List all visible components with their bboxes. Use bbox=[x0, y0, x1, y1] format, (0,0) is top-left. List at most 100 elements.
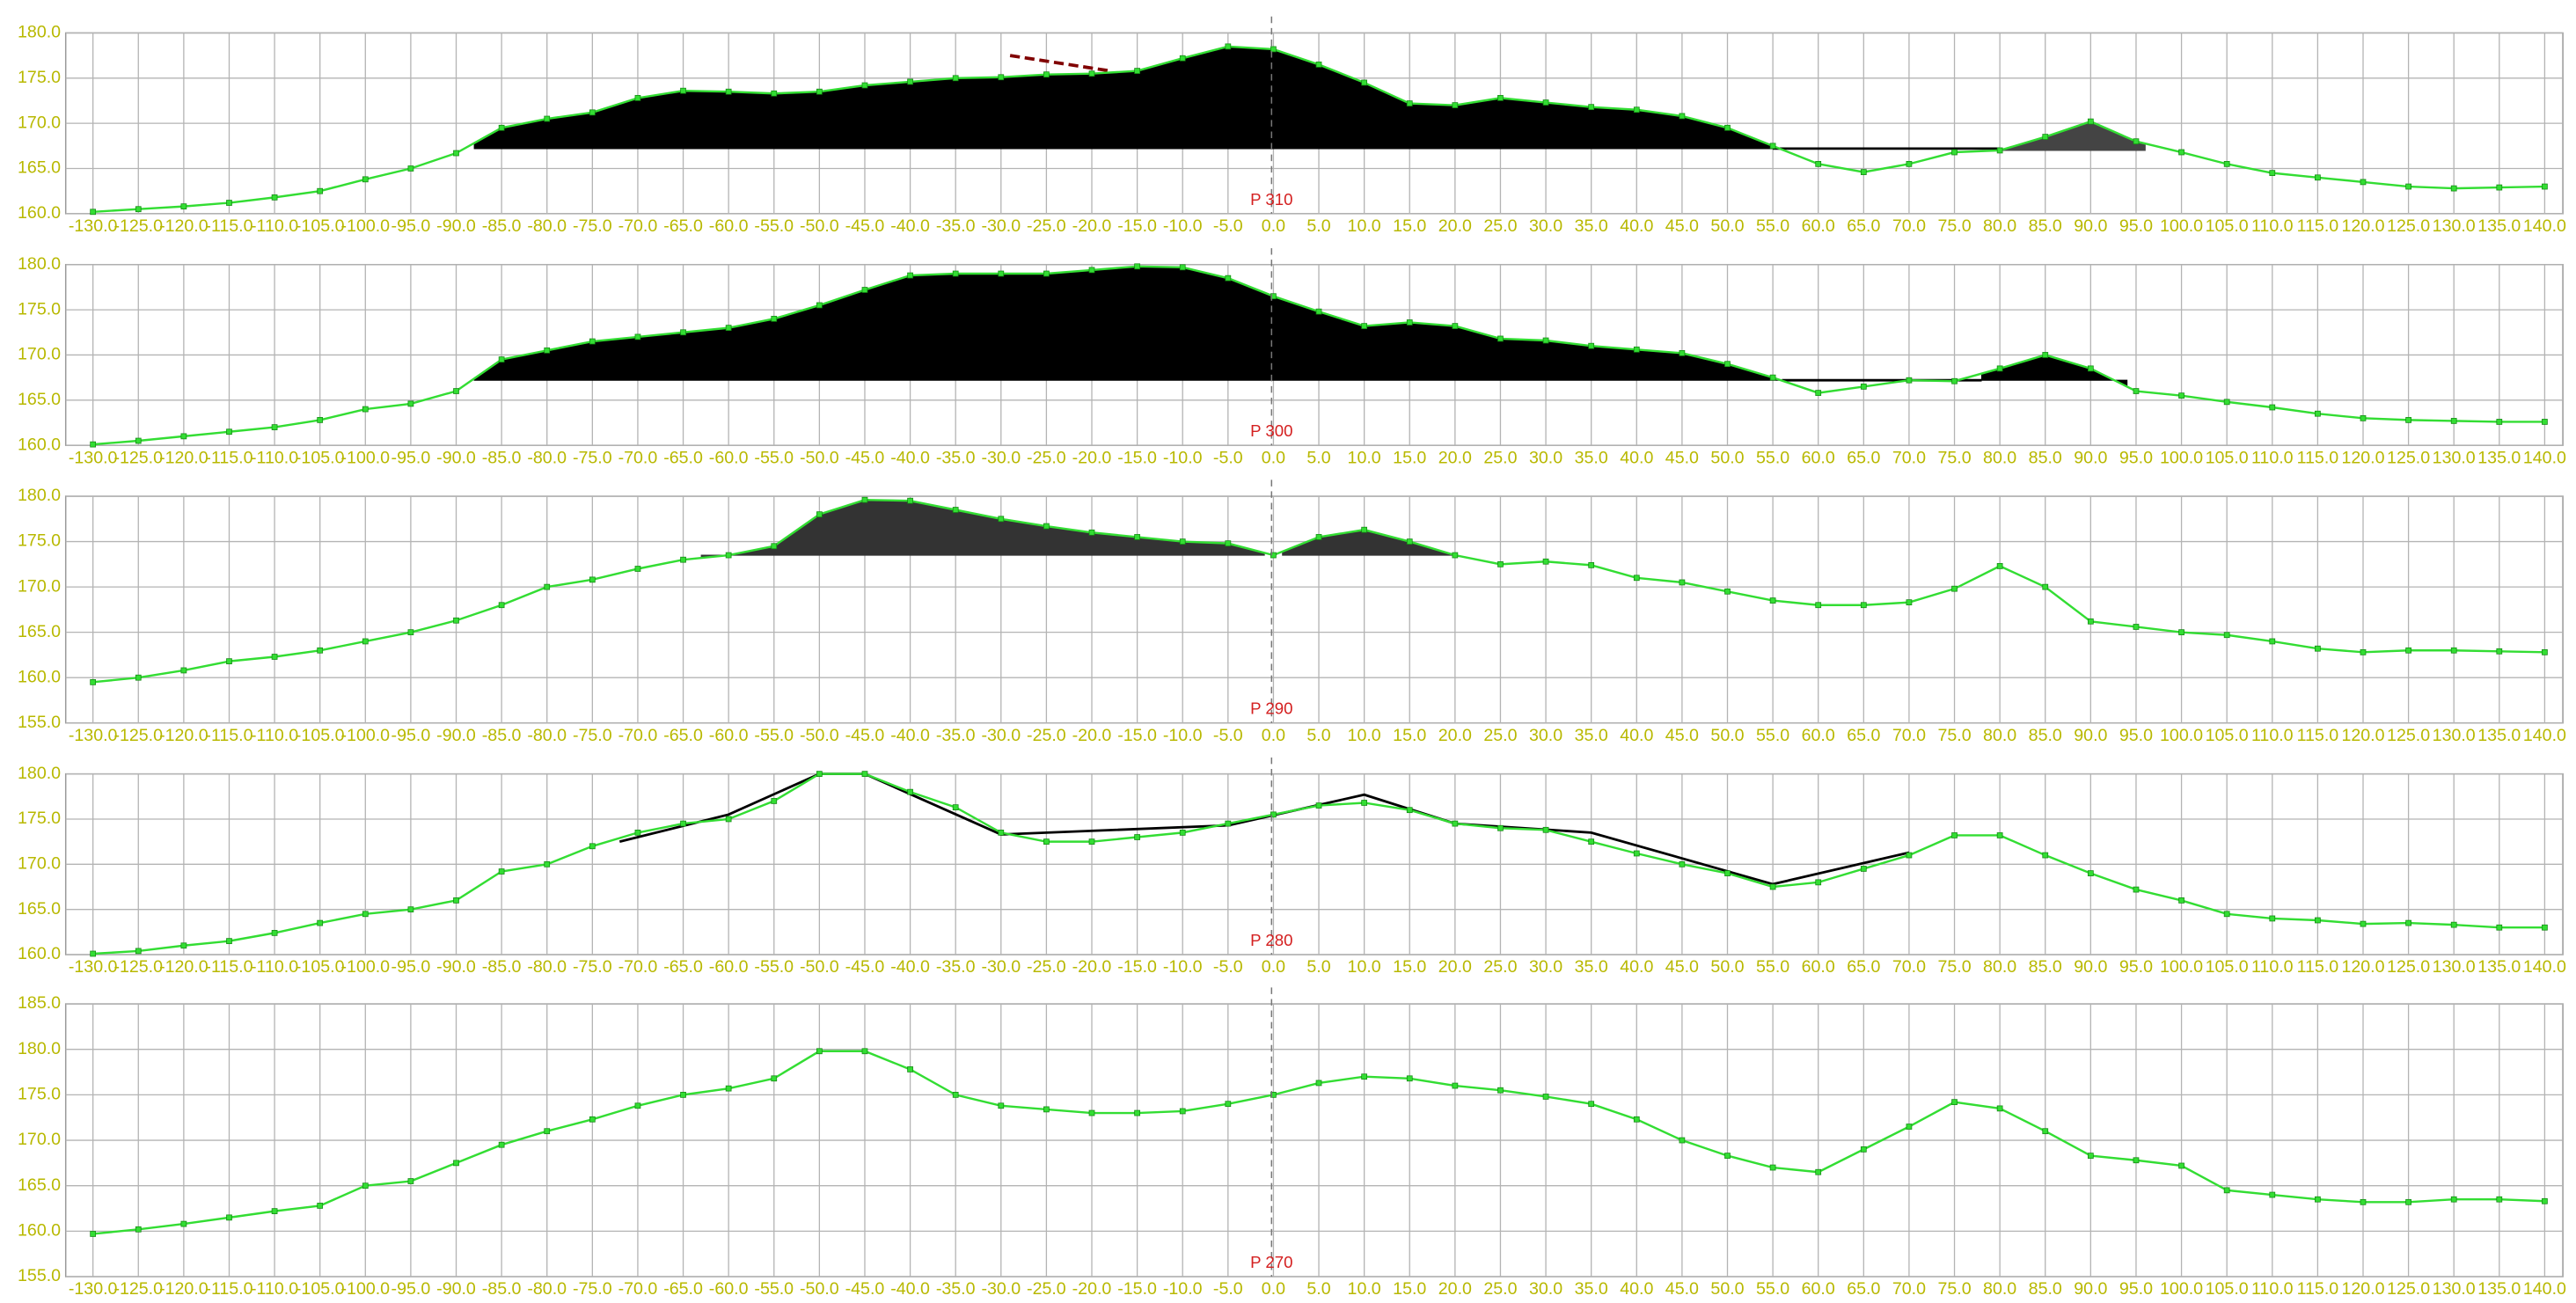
x-tick-label: -115.0 bbox=[205, 726, 252, 745]
x-tick-label: 105.0 bbox=[2206, 957, 2249, 977]
x-tick-label: 60.0 bbox=[1802, 216, 1835, 236]
ground-point bbox=[1633, 575, 1640, 582]
x-tick-label: -95.0 bbox=[392, 216, 431, 236]
x-tick-label: -50.0 bbox=[800, 726, 839, 745]
ground-point bbox=[453, 1160, 459, 1167]
ground-point bbox=[998, 1102, 1005, 1109]
ground-point bbox=[180, 1220, 187, 1227]
ground-point bbox=[1860, 866, 1867, 872]
ground-point bbox=[1815, 161, 1822, 167]
y-tick-label: 175.0 bbox=[18, 1085, 61, 1104]
ground-point bbox=[180, 433, 187, 440]
ground-point bbox=[680, 1092, 686, 1098]
x-tick-label: -55.0 bbox=[754, 726, 794, 745]
x-tick-label: -80.0 bbox=[527, 726, 567, 745]
x-tick-label: -45.0 bbox=[845, 957, 885, 977]
x-tick-label: 25.0 bbox=[1483, 448, 1517, 467]
x-tick-label: 20.0 bbox=[1438, 726, 1472, 745]
ground-point bbox=[1633, 850, 1640, 857]
ground-point bbox=[544, 860, 551, 867]
ground-point bbox=[1769, 883, 1776, 890]
x-tick-label: -115.0 bbox=[205, 1279, 252, 1299]
x-tick-label: 65.0 bbox=[1847, 1279, 1880, 1299]
x-tick-label: -105.0 bbox=[296, 448, 345, 467]
ground-point bbox=[1361, 79, 1368, 86]
ground-point bbox=[2223, 161, 2230, 167]
x-tick-label: -20.0 bbox=[1072, 216, 1112, 236]
x-tick-label: 90.0 bbox=[2074, 957, 2107, 977]
x-tick-label: -75.0 bbox=[573, 448, 612, 467]
ground-point bbox=[90, 441, 97, 448]
ground-point bbox=[2542, 1197, 2548, 1204]
ground-point bbox=[1588, 562, 1595, 568]
ground-point bbox=[1860, 1146, 1867, 1153]
ground-point bbox=[2178, 149, 2184, 156]
x-tick-label: 20.0 bbox=[1438, 1279, 1472, 1299]
x-tick-label: 45.0 bbox=[1665, 957, 1699, 977]
ground-point bbox=[1588, 104, 1595, 111]
ground-point bbox=[453, 150, 459, 157]
x-tick-label: -125.0 bbox=[113, 1279, 163, 1299]
ground-point bbox=[861, 771, 868, 777]
x-tick-label: -100.0 bbox=[341, 1279, 391, 1299]
ground-point bbox=[1588, 342, 1595, 349]
x-tick-label: 75.0 bbox=[1937, 957, 1971, 977]
ground-point bbox=[1951, 149, 1958, 156]
x-tick-label: -115.0 bbox=[205, 957, 252, 977]
x-tick-label: -100.0 bbox=[341, 726, 391, 745]
ground-point bbox=[135, 206, 142, 213]
x-tick-label: 85.0 bbox=[2029, 1279, 2062, 1299]
x-tick-label: 85.0 bbox=[2029, 448, 2062, 467]
x-tick-label: -30.0 bbox=[981, 726, 1021, 745]
x-tick-label: -35.0 bbox=[936, 1279, 976, 1299]
ground-point bbox=[907, 788, 913, 795]
x-tick-label: 65.0 bbox=[1847, 216, 1880, 236]
y-tick-label: 180.0 bbox=[18, 254, 61, 274]
x-tick-label: -80.0 bbox=[527, 448, 567, 467]
ground-point bbox=[1497, 335, 1504, 342]
ground-point bbox=[317, 647, 324, 654]
x-tick-label: 95.0 bbox=[2119, 448, 2153, 467]
ground-point bbox=[180, 203, 187, 209]
x-tick-label: 120.0 bbox=[2341, 726, 2384, 745]
ground-point bbox=[816, 511, 823, 518]
x-tick-label: 60.0 bbox=[1802, 726, 1835, 745]
x-tick-label: 105.0 bbox=[2206, 448, 2249, 467]
ground-point bbox=[907, 78, 913, 85]
ground-point bbox=[1179, 1108, 1186, 1115]
x-tick-label: -30.0 bbox=[981, 216, 1021, 236]
x-tick-label: -40.0 bbox=[890, 216, 930, 236]
y-tick-label: 160.0 bbox=[18, 203, 61, 223]
ground-point bbox=[2450, 921, 2457, 928]
ground-point bbox=[453, 617, 459, 624]
x-tick-label: 45.0 bbox=[1665, 1279, 1699, 1299]
x-tick-label: 25.0 bbox=[1483, 957, 1517, 977]
x-tick-label: -75.0 bbox=[573, 1279, 612, 1299]
x-tick-label: 90.0 bbox=[2074, 726, 2107, 745]
x-tick-label: -65.0 bbox=[663, 216, 703, 236]
ground-point bbox=[2269, 638, 2276, 645]
x-tick-label: 95.0 bbox=[2119, 216, 2153, 236]
x-tick-label: 130.0 bbox=[2433, 726, 2476, 745]
x-tick-label: -115.0 bbox=[205, 448, 252, 467]
y-tick-label: 175.0 bbox=[18, 68, 61, 87]
x-tick-label: 115.0 bbox=[2297, 726, 2339, 745]
y-tick-label: 180.0 bbox=[18, 764, 61, 783]
x-tick-label: 50.0 bbox=[1710, 448, 1744, 467]
x-tick-label: -60.0 bbox=[709, 448, 749, 467]
ground-point bbox=[2315, 174, 2321, 181]
ground-point bbox=[2450, 647, 2457, 654]
ground-point bbox=[271, 654, 278, 660]
ground-point bbox=[544, 347, 551, 354]
y-tick-label: 170.0 bbox=[18, 345, 61, 364]
ground-point bbox=[1406, 538, 1413, 545]
x-tick-label: -60.0 bbox=[709, 957, 749, 977]
ground-point bbox=[998, 830, 1005, 836]
x-tick-label: 135.0 bbox=[2477, 216, 2521, 236]
ground-point bbox=[317, 417, 324, 423]
x-tick-label: -90.0 bbox=[436, 216, 476, 236]
x-tick-label: 70.0 bbox=[1892, 1279, 1926, 1299]
x-tick-label: -5.0 bbox=[1213, 448, 1243, 467]
